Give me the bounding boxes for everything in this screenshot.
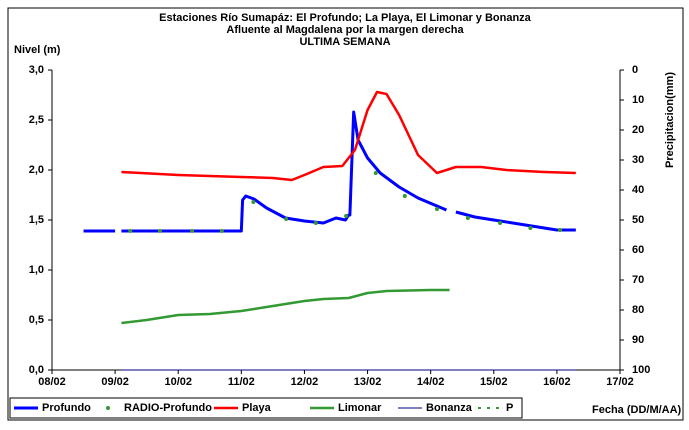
data-point [373,171,378,175]
legend-label: Limonar [338,402,382,414]
y-tick-label: 1,0 [29,264,44,276]
legend-label: RADIO-Profundo [124,402,212,414]
y-tick-label: 2,5 [29,114,44,126]
data-point [284,217,289,221]
chart-frame [7,7,684,421]
data-point [157,229,162,233]
legend-label: Profundo [42,402,91,414]
data-point [251,200,256,204]
x-tick-label: 15/02 [480,376,508,388]
x-tick-label: 10/02 [164,376,192,388]
data-point [434,207,439,211]
data-point [128,229,133,233]
x-axis-label: Fecha (DD/M/AA) [592,404,682,416]
data-point [402,194,407,198]
y-tick-label: 0,5 [29,314,44,326]
chart-subtitle: Afluente al Magdalena por la margen dere… [226,24,464,36]
data-point [344,214,349,218]
x-tick-label: 17/02 [606,376,634,388]
y-tick-label: 3,0 [29,64,44,76]
y2-tick-label: 10 [632,94,644,106]
y2-tick-label: 40 [632,184,644,196]
data-point [190,229,195,233]
series-line [121,90,576,182]
data-point [498,221,503,225]
series-line [121,288,450,325]
x-tick-label: 13/02 [354,376,382,388]
y2-tick-label: 20 [632,124,644,136]
series-line [83,110,576,233]
legend-swatch [106,406,110,410]
y2-tick-label: 80 [632,304,644,316]
data-point [465,216,470,220]
data-point [313,221,318,225]
x-tick-label: 11/02 [228,376,255,388]
data-point [219,229,224,233]
y2-tick-label: 50 [632,214,644,226]
chart-title: Estaciones Río Sumapáz: El Profundo; La … [159,12,532,24]
x-tick-label: 16/02 [543,376,571,388]
chart-subtitle: ULTIMA SEMANA [299,36,390,48]
x-tick-label: 08/02 [38,376,66,388]
legend-label: Playa [242,402,272,414]
legend-label: P [506,402,513,414]
y2-tick-label: 100 [632,364,650,376]
y-axis-label: Nivel (m) [14,44,61,56]
y2-tick-label: 0 [632,64,638,76]
x-tick-label: 09/02 [101,376,129,388]
y-tick-label: 1,5 [29,214,44,226]
x-tick-label: 14/02 [417,376,445,388]
y2-tick-label: 60 [632,244,644,256]
y-tick-label: 2,0 [29,164,44,176]
legend-label: Bonanza [426,402,473,414]
y2-tick-label: 90 [632,334,644,346]
data-point [558,228,563,232]
x-tick-label: 12/02 [291,376,319,388]
y2-tick-label: 30 [632,154,644,166]
y2-axis-label: Precipitacion(mm) [664,72,676,168]
legend [9,397,523,419]
data-point [528,226,533,230]
y-tick-label: 0,0 [29,364,44,376]
y2-tick-label: 70 [632,274,644,286]
